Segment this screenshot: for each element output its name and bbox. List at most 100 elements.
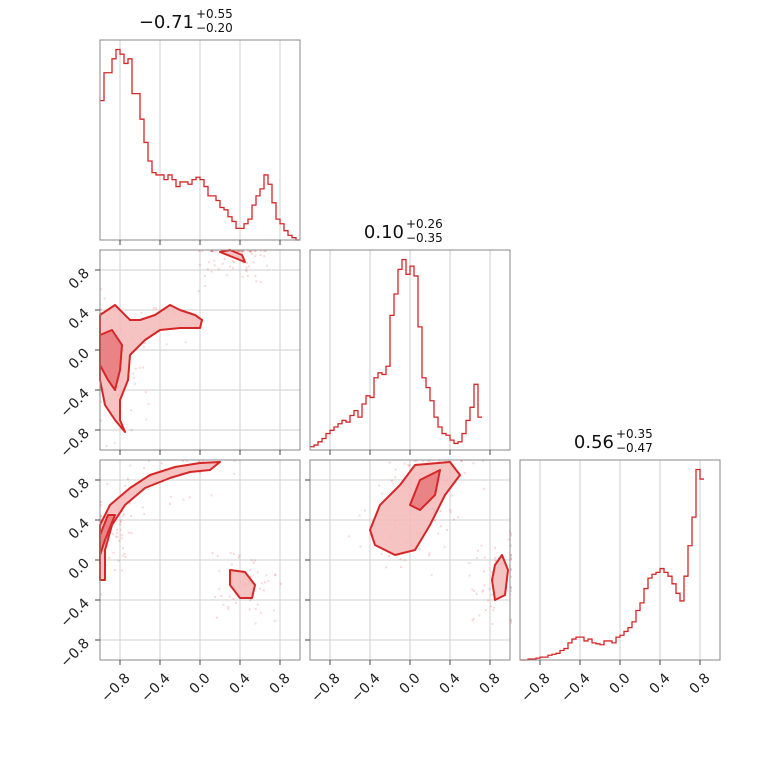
scatter-point [415, 460, 418, 462]
scatter-point [265, 574, 268, 577]
scatter-point [249, 599, 252, 602]
scatter-point [272, 609, 275, 612]
scatter-point [143, 467, 146, 470]
scatter-point [214, 596, 217, 599]
scatter-point [100, 504, 102, 507]
scatter-point [471, 619, 474, 622]
p10-ytick-label-3: 0.4 [66, 305, 93, 332]
scatter-point [210, 250, 213, 252]
scatter-point [254, 250, 257, 252]
scatter-point [228, 595, 231, 598]
scatter-point [422, 460, 425, 462]
scatter-point [147, 460, 150, 462]
scatter-point [141, 366, 144, 369]
scatter-point [145, 418, 148, 421]
scatter-point [254, 608, 257, 611]
scatter-point [240, 250, 243, 252]
scatter-point [138, 366, 141, 369]
scatter-point [510, 568, 512, 571]
scatter-point [198, 460, 201, 462]
scatter-point [112, 551, 115, 554]
param-minus-1: −0.35 [406, 231, 443, 245]
scatter-point [255, 280, 258, 283]
scatter-point [443, 545, 446, 548]
p20-ytick-label-3: 0.4 [66, 515, 93, 542]
scatter-point [252, 261, 255, 264]
scatter-point [126, 477, 129, 480]
scatter-point [116, 535, 119, 538]
scatter-point [481, 590, 484, 593]
scatter-point [121, 569, 124, 572]
scatter-point [218, 569, 221, 572]
scatter-point [100, 593, 102, 596]
scatter-point [198, 250, 201, 252]
scatter-point [215, 616, 218, 619]
contour-2 [491, 554, 509, 601]
scatter-point [439, 525, 442, 528]
scatter-point [491, 570, 494, 573]
scatter-point [381, 492, 384, 495]
scatter-point [243, 250, 246, 252]
panel-y2_vs_x0-grid [100, 460, 300, 660]
scatter-point [492, 609, 495, 612]
scatter-point [463, 472, 466, 475]
scatter-point [237, 556, 240, 559]
scatter-point [408, 464, 411, 467]
scatter-point [249, 250, 252, 252]
scatter-point [510, 569, 512, 572]
scatter-point [100, 517, 102, 520]
scatter-point [449, 511, 452, 514]
scatter-point [152, 307, 155, 310]
param-plus-1: +0.26 [406, 217, 443, 231]
scatter-point [480, 544, 483, 547]
scatter-point [259, 587, 262, 590]
scatter-point [245, 266, 248, 269]
scatter-point [209, 250, 212, 252]
scatter-point [403, 462, 406, 465]
scatter-point [265, 264, 268, 267]
scatter-point [130, 532, 133, 535]
scatter-point [399, 558, 402, 561]
scatter-point [447, 460, 450, 462]
scatter-point [494, 546, 497, 549]
scatter-point [184, 341, 187, 344]
scatter-point [235, 250, 238, 252]
scatter-point [488, 588, 491, 591]
scatter-point [256, 603, 259, 606]
scatter-point [223, 258, 226, 261]
scatter-point [211, 250, 214, 252]
contour-1 [409, 469, 441, 511]
param-title-1: 0.10 [364, 222, 404, 243]
scatter-point [225, 274, 228, 277]
scatter-point [100, 519, 102, 522]
scatter-point [210, 494, 213, 497]
scatter-point [236, 250, 239, 252]
scatter-point [210, 250, 213, 252]
scatter-point [165, 343, 168, 346]
scatter-point [259, 254, 262, 257]
scatter-point [460, 475, 463, 478]
scatter-point [510, 575, 512, 578]
scatter-point [100, 288, 102, 291]
scatter-point [473, 589, 476, 592]
p20-xtick-label-2: 0.0 [187, 670, 214, 697]
scatter-point [259, 611, 262, 614]
scatter-point [263, 255, 266, 258]
scatter-point [247, 250, 250, 252]
scatter-point [222, 603, 225, 606]
scatter-point [510, 556, 512, 559]
scatter-point [106, 544, 109, 547]
scatter-point [254, 255, 257, 258]
scatter-point [438, 460, 441, 462]
contour-0 [99, 461, 221, 581]
p20-ytick-label-2: 0.0 [66, 556, 93, 583]
p20-xtick-label-4: 0.8 [267, 670, 294, 697]
scatter-point [427, 460, 430, 462]
scatter-point [128, 502, 131, 505]
p20-ytick-label-0: −0.8 [57, 636, 92, 671]
scatter-point [207, 261, 210, 264]
scatter-point [117, 559, 120, 562]
scatter-point [124, 555, 127, 558]
scatter-point [429, 460, 432, 462]
scatter-point [229, 265, 232, 268]
